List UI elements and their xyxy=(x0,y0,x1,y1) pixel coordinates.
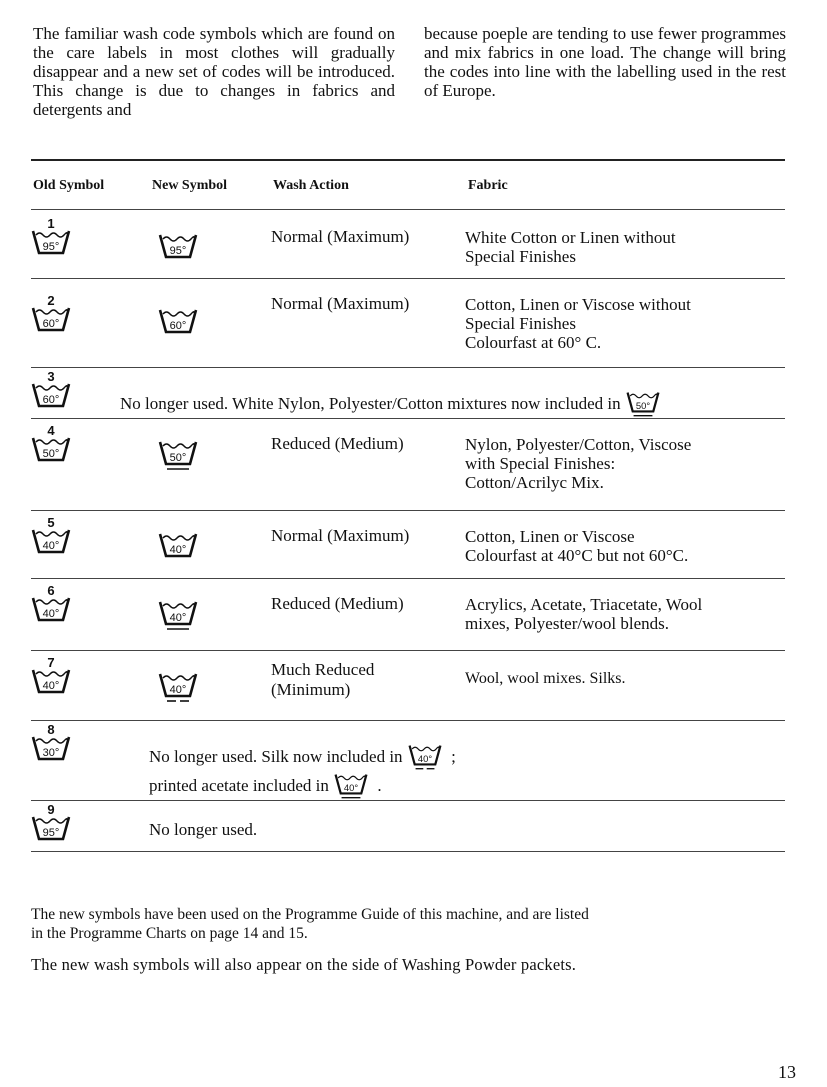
new-wash-symbol-icon: 50° xyxy=(157,436,199,470)
svg-text:2: 2 xyxy=(47,294,54,308)
svg-text:95°: 95° xyxy=(170,245,187,257)
fabric-description: with Special Finishes: xyxy=(465,454,616,473)
row-divider xyxy=(31,278,785,279)
svg-text:60°: 60° xyxy=(170,320,187,332)
svg-text:60°: 60° xyxy=(43,318,60,330)
new-wash-symbol-icon: 60° xyxy=(157,304,199,338)
svg-text:1: 1 xyxy=(47,217,54,231)
svg-text:40°: 40° xyxy=(170,684,187,696)
row-divider xyxy=(31,578,785,579)
svg-text:40°: 40° xyxy=(418,753,432,764)
svg-text:7: 7 xyxy=(47,656,54,670)
fabric-description: mixes, Polyester/wool blends. xyxy=(465,614,669,633)
svg-text:6: 6 xyxy=(47,584,54,598)
svg-text:40°: 40° xyxy=(43,680,60,692)
fabric-description: Acrylics, Acetate, Triacetate, Wool xyxy=(465,595,703,614)
footer-line-3: The new wash symbols will also appear on… xyxy=(31,955,577,974)
header-rule xyxy=(31,209,785,210)
new-wash-symbol-icon: 40° xyxy=(157,596,199,630)
intro-right: because poeple are tending to use fewer … xyxy=(424,24,786,100)
fabric-description: Cotton, Linen or Viscose xyxy=(465,527,635,546)
note-wash-symbol-icon: 40° xyxy=(333,769,373,799)
old-wash-symbol-icon: 7 40° xyxy=(30,656,72,696)
svg-text:60°: 60° xyxy=(43,394,60,406)
note-wash-symbol-icon: 50° xyxy=(625,387,665,417)
svg-text:95°: 95° xyxy=(43,827,60,839)
wash-action: Normal (Maximum) xyxy=(271,294,410,313)
svg-text:40°: 40° xyxy=(43,608,60,620)
wash-action: Normal (Maximum) xyxy=(271,227,410,246)
note-text: No longer used. Silk now included in xyxy=(149,747,403,766)
svg-text:40°: 40° xyxy=(43,540,60,552)
old-wash-symbol-icon: 4 50° xyxy=(30,424,72,464)
footer-line-2: in the Programme Charts on page 14 and 1… xyxy=(31,925,308,942)
svg-text:4: 4 xyxy=(47,424,55,438)
row-divider xyxy=(31,851,785,852)
old-wash-symbol-icon: 3 60° xyxy=(30,370,72,410)
row-note: No longer used. White Nylon, Polyester/C… xyxy=(120,387,665,417)
new-wash-symbol-icon: 95° xyxy=(157,229,199,263)
old-wash-symbol-icon: 8 30° xyxy=(30,723,72,763)
row-divider xyxy=(31,510,785,511)
wash-action: Reduced (Medium) xyxy=(271,594,404,613)
row-divider xyxy=(31,367,785,368)
svg-text:95°: 95° xyxy=(43,241,60,253)
fabric-description: Nylon, Polyester/Cotton, Viscose xyxy=(465,435,692,454)
intro-left: The familiar wash code symbols which are… xyxy=(33,24,395,119)
svg-text:50°: 50° xyxy=(170,452,187,464)
wash-action: Normal (Maximum) xyxy=(271,526,410,545)
header-new-symbol: New Symbol xyxy=(152,178,228,193)
note-text: No longer used. xyxy=(149,820,258,839)
page-number: 13 xyxy=(778,1062,796,1082)
svg-text:50°: 50° xyxy=(636,400,650,411)
wash-action: Much Reduced xyxy=(271,660,375,679)
wash-action: (Minimum) xyxy=(271,680,351,699)
row-divider xyxy=(31,418,785,419)
svg-text:3: 3 xyxy=(47,370,54,384)
row-note: No longer used. xyxy=(149,820,257,840)
row-divider xyxy=(31,720,785,721)
table-top-rule xyxy=(31,159,785,161)
row-divider xyxy=(31,800,785,801)
fabric-description: Cotton/Acrilyc Mix. xyxy=(465,473,604,492)
fabric-description: Colourfast at 40°C but not 60°C. xyxy=(465,546,689,565)
note-wash-symbol-icon: 40° xyxy=(407,740,447,770)
note-text: printed acetate included in xyxy=(149,776,329,795)
note-text: No longer used. White Nylon, Polyester/C… xyxy=(120,394,621,413)
svg-text:40°: 40° xyxy=(170,544,187,556)
header-old-symbol: Old Symbol xyxy=(33,178,105,193)
header-fabric: Fabric xyxy=(468,178,508,193)
svg-text:40°: 40° xyxy=(344,782,358,793)
old-wash-symbol-icon: 9 95° xyxy=(30,803,72,843)
fabric-description: Special Finishes xyxy=(465,247,576,266)
fabric-description: Special Finishes xyxy=(465,314,576,333)
note-punctuation: ; xyxy=(451,747,456,766)
new-wash-symbol-icon: 40° xyxy=(157,528,199,562)
svg-text:8: 8 xyxy=(47,723,54,737)
header-wash-action: Wash Action xyxy=(273,178,349,193)
svg-text:9: 9 xyxy=(47,803,54,817)
fabric-description: Cotton, Linen or Viscose without xyxy=(465,295,691,314)
row-note: No longer used. Silk now included in 40°… xyxy=(149,740,456,770)
row-divider xyxy=(31,650,785,651)
old-wash-symbol-icon: 6 40° xyxy=(30,584,72,624)
svg-text:30°: 30° xyxy=(43,747,60,759)
new-wash-symbol-icon: 40° xyxy=(157,668,199,702)
wash-action: Reduced (Medium) xyxy=(271,434,404,453)
fabric-description: White Cotton or Linen without xyxy=(465,228,676,247)
fabric-description: Colourfast at 60° C. xyxy=(465,333,602,352)
old-wash-symbol-icon: 1 95° xyxy=(30,217,72,257)
footer-line-1: The new symbols have been used on the Pr… xyxy=(31,906,589,923)
note-punctuation: . xyxy=(377,776,382,795)
fabric-description: Wool, wool mixes. Silks. xyxy=(465,670,626,687)
old-wash-symbol-icon: 2 60° xyxy=(30,294,72,334)
svg-text:50°: 50° xyxy=(43,448,60,460)
svg-text:40°: 40° xyxy=(170,612,187,624)
old-wash-symbol-icon: 5 40° xyxy=(30,516,72,556)
row-note: printed acetate included in 40° . xyxy=(149,769,382,799)
svg-text:5: 5 xyxy=(47,516,54,530)
